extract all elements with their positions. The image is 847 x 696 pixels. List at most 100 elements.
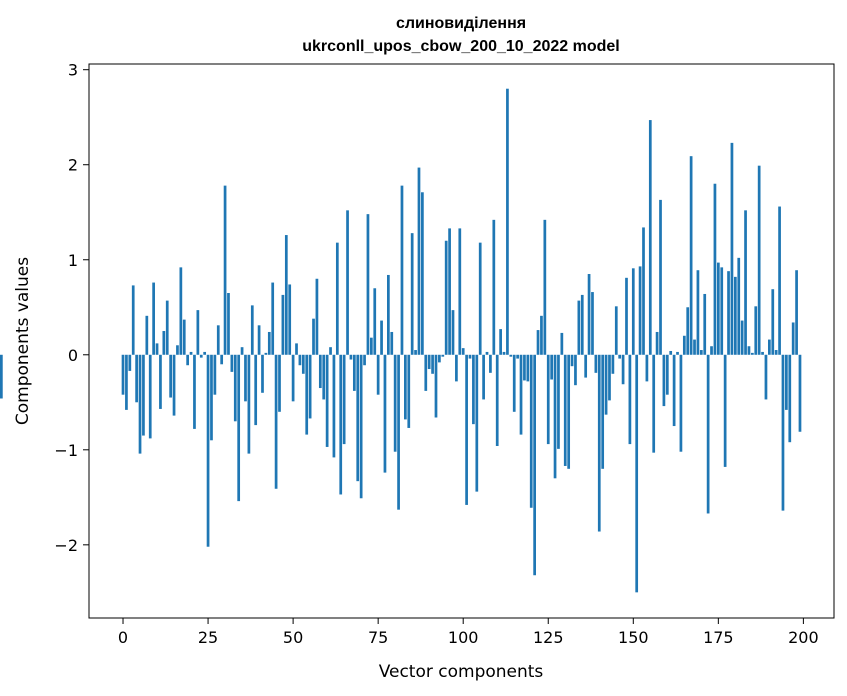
bar [526,354,530,382]
bar [594,354,598,373]
bar [315,278,319,355]
bar [751,352,754,355]
bar [325,354,329,447]
bar [291,354,295,402]
bar [244,354,247,402]
bar [601,354,605,469]
bar [798,354,802,432]
x-axis-ticks: 0 25 50 75 100 125 150 175 200 [118,618,819,647]
bar [438,354,441,363]
bar [152,282,155,355]
bar [631,268,635,355]
bar [679,354,683,452]
bar [774,350,778,355]
bar [502,351,506,355]
bar [645,354,649,382]
bar [482,354,485,400]
bar [652,354,656,453]
bar [145,315,149,355]
bar [193,354,196,429]
bar [284,235,288,355]
bar [706,354,710,514]
bar [342,354,346,445]
bar [580,294,584,355]
bar [308,354,312,419]
bar [659,199,662,355]
bar [519,354,523,435]
bar [546,354,550,445]
bar [159,354,162,409]
y-tick-label: 1 [68,251,78,270]
bar [740,320,744,355]
bar [247,354,251,454]
bar [761,351,764,355]
bar [387,274,390,355]
bar [298,354,302,366]
bar [404,354,407,420]
bar [744,210,747,355]
bar [380,320,383,355]
x-tick-label: 0 [118,628,128,647]
bar [359,354,363,499]
bar [369,337,373,355]
bar [499,329,502,355]
bar [574,354,577,386]
bar [689,156,693,355]
bar [563,354,567,466]
bar [363,354,366,366]
bar [264,352,268,355]
bar [771,289,775,355]
bar [407,354,411,428]
bar [169,354,172,398]
bar [747,346,751,355]
bar [400,185,404,355]
bar [458,228,462,355]
bar [472,354,475,425]
bar [536,330,540,355]
y-axis-ticks: −2 −1 0 1 2 3 [54,61,89,555]
bar [791,322,795,355]
bar [125,354,128,410]
bar [540,315,543,355]
bar [614,306,618,355]
bar [271,282,275,355]
x-tick-label: 125 [533,628,564,647]
bar [254,354,258,426]
y-axis-label: Components values [13,257,33,425]
bar [485,351,489,355]
bar [621,354,625,385]
bar [434,354,438,418]
x-tick-label: 25 [198,628,218,647]
bar [754,306,758,355]
bar [529,354,533,508]
bar [686,307,690,355]
bar [390,331,394,355]
bar [148,354,152,439]
bar [448,228,451,355]
bar [0,354,3,399]
bar [393,354,397,452]
bar [213,354,217,395]
y-tick-label: −1 [54,441,78,460]
x-tick-label: 50 [283,628,303,647]
bar [523,354,526,381]
bar [199,354,203,358]
x-tick-label: 75 [368,628,388,647]
bar [465,354,468,505]
bar [318,354,322,389]
bar [455,354,458,382]
x-tick-label: 150 [618,628,649,647]
bar [516,354,519,359]
bar [475,354,479,492]
bar [492,219,496,355]
bar [274,354,278,489]
bar [509,354,513,357]
bar [550,354,554,380]
bar [655,331,659,355]
bar [723,354,727,467]
bar [424,354,428,391]
bar [451,310,455,355]
plot-frame [88,63,835,619]
bar [349,354,353,360]
bar [288,284,292,355]
